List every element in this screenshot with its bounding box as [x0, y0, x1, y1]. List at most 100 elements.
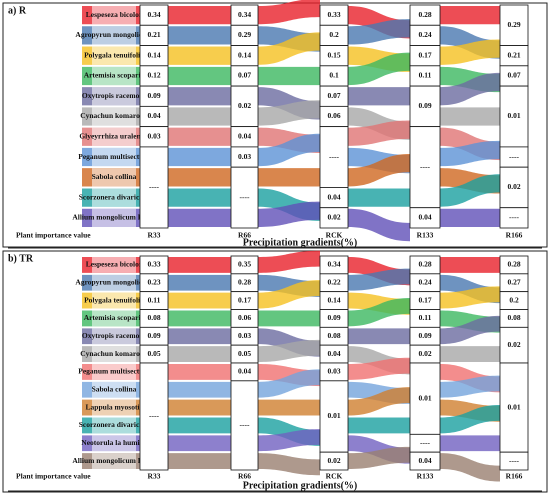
species-cell: [92, 168, 136, 187]
species-cell: [92, 188, 136, 207]
value-label: 0.34: [238, 10, 251, 19]
value-label: 0.07: [507, 71, 520, 80]
value-label: 0.33: [327, 10, 340, 19]
species-cell: [92, 417, 136, 434]
value-box: [499, 362, 529, 453]
flow: [348, 387, 410, 416]
species-cell: [92, 257, 136, 273]
species-label: Cynachun komarovii: [80, 111, 148, 120]
flow: [440, 375, 500, 398]
flow: [440, 286, 500, 309]
value-label: 0.08: [327, 331, 340, 340]
value-label: 0.22: [327, 277, 340, 286]
value-label: 0.2: [509, 295, 519, 304]
value-label: 0.09: [327, 313, 340, 322]
species-cell: [92, 346, 136, 362]
flow: [258, 310, 320, 327]
flow: [440, 453, 500, 482]
flow: [168, 292, 231, 309]
species-label: Peganum multisectum: [78, 367, 150, 376]
value-label: 0.2: [329, 30, 339, 39]
species-cell: [92, 127, 136, 146]
flow: [168, 107, 231, 126]
value-label: ----: [509, 152, 519, 161]
value-label: 0.17: [418, 50, 431, 59]
flow: [440, 346, 500, 362]
value-label: 0.15: [327, 50, 340, 59]
panel-title: a) R: [8, 5, 27, 16]
flow: [258, 168, 320, 187]
value-label: 0.03: [147, 131, 160, 140]
species-label: Polygala tenuifolia: [84, 295, 144, 304]
flow: [168, 346, 231, 362]
value-label: 0.24: [418, 30, 431, 39]
value-label: 0.04: [238, 131, 251, 140]
value-label: 0.08: [147, 313, 160, 322]
value-label: 0.04: [418, 213, 431, 222]
value-label: 0.06: [238, 313, 251, 322]
value-label: 0.11: [419, 313, 432, 322]
species-label: Allium mongolicum Regel: [72, 213, 155, 222]
value-label: 0.01: [327, 411, 340, 420]
flow: [168, 26, 231, 45]
flow: [348, 153, 410, 187]
value-label: 0.34: [327, 260, 340, 269]
flow: [258, 250, 320, 273]
value-box: [319, 380, 349, 453]
value-box: [409, 451, 441, 471]
value-label: ----: [149, 182, 159, 191]
value-box: [409, 85, 441, 128]
flow: [168, 364, 231, 380]
value-label: ----: [240, 420, 250, 429]
species-cell: [92, 46, 136, 65]
value-label: 0.12: [147, 71, 160, 80]
flow: [168, 453, 231, 469]
column-label: R133: [417, 231, 434, 240]
value-box: [499, 166, 529, 209]
column-label: RCK: [326, 231, 343, 240]
value-label: 0.28: [238, 277, 251, 286]
x-title: Precipitation gradients(%): [243, 480, 358, 491]
flow: [168, 274, 231, 291]
value-label: ----: [420, 438, 430, 447]
value-label: 0.17: [238, 295, 251, 304]
flow: [440, 140, 500, 167]
species-cell: [92, 310, 136, 327]
value-box: [409, 362, 441, 435]
value-label: 0.11: [148, 295, 161, 304]
species-cell: [92, 274, 136, 291]
value-box: [139, 362, 169, 471]
species-label: Polygala tenuifolia: [84, 50, 144, 59]
flow: [258, 32, 320, 65]
species-label: Oxytropis racemosa: [82, 331, 146, 340]
flow: [258, 453, 320, 476]
value-box: [230, 380, 259, 471]
value-label: 0.02: [238, 101, 251, 110]
species-label: Sabola collina: [92, 384, 137, 393]
flow: [348, 120, 410, 146]
value-label: 0.04: [147, 111, 160, 120]
species-cell: [92, 399, 136, 416]
panel-title: b) TR: [8, 253, 34, 264]
species-label: Lappula myosotis: [86, 402, 143, 411]
value-label: 0.24: [418, 277, 431, 286]
species-label: Artemisia scoparia: [84, 71, 145, 80]
species-label: Lespeseza bicolor: [86, 10, 143, 19]
value-label: 0.1: [329, 71, 339, 80]
flow: [168, 328, 231, 345]
value-label: 0.03: [238, 331, 251, 340]
value-label: 0.05: [147, 349, 160, 358]
value-label: 0.01: [507, 111, 520, 120]
species-cell: [92, 147, 136, 167]
value-label: ----: [240, 192, 250, 201]
species-label: Agropyrun mongolicum: [75, 277, 153, 286]
value-label: 0.35: [238, 260, 251, 269]
species-cell: [92, 328, 136, 345]
value-label: 0.02: [327, 456, 340, 465]
value-label: 0.21: [147, 30, 160, 39]
species-label: Scorzonera divaricata: [79, 192, 150, 201]
flow: [168, 188, 231, 207]
species-cell: [92, 6, 136, 25]
column-label: R33: [148, 472, 161, 481]
